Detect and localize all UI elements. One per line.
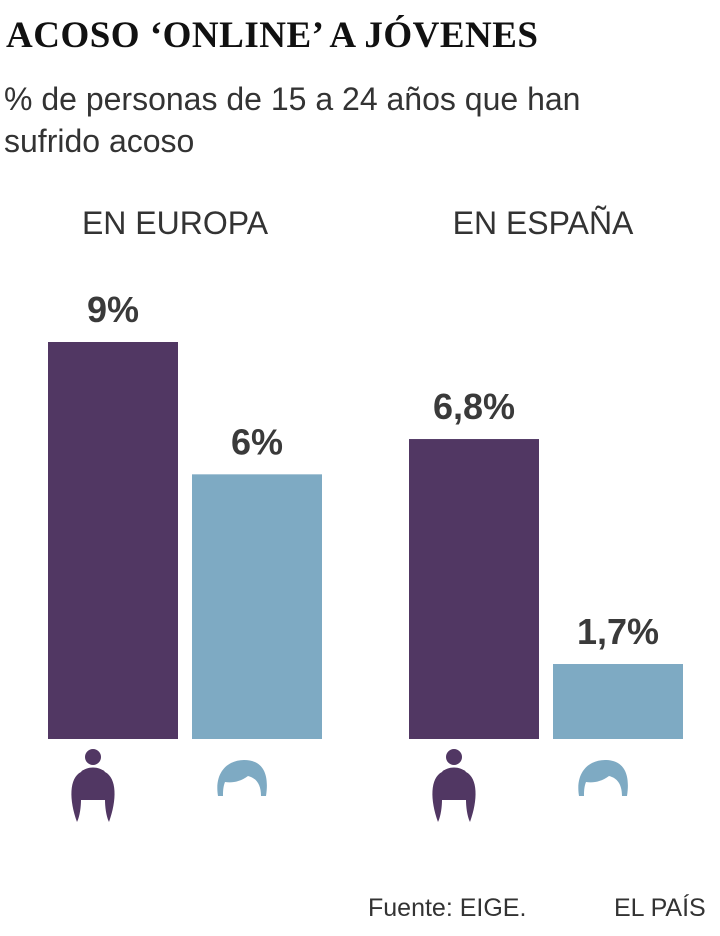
value-label-men-espana: 1,7% [577,611,659,652]
source-note: Fuente: EIGE. [368,894,527,922]
group-label-espana: EN ESPAÑA [452,205,634,241]
woman-head-icon [432,749,476,822]
bar-women-espana [409,439,539,739]
value-label-women-europa: 9% [87,289,139,330]
woman-head-icon [71,749,115,822]
group-label-europa: EN EUROPA [81,205,269,241]
man-head-icon [217,760,267,796]
bar-men-espana [553,664,683,739]
value-label-men-europa: 6% [231,421,283,462]
chart-subtitle: % de personas de 15 a 24 años que han su… [4,81,581,159]
bar-men-europa [192,474,322,739]
bar-women-europa [48,342,178,739]
value-label-women-espana: 6,8% [433,386,515,427]
publisher-credit: EL PAÍS [614,894,706,922]
man-head-icon [578,760,628,796]
chart-title: ACOSO ‘ONLINE’ A JÓVENES [6,15,539,56]
bar-chart: 9% 6% 6,8% 1,7% [48,289,683,822]
